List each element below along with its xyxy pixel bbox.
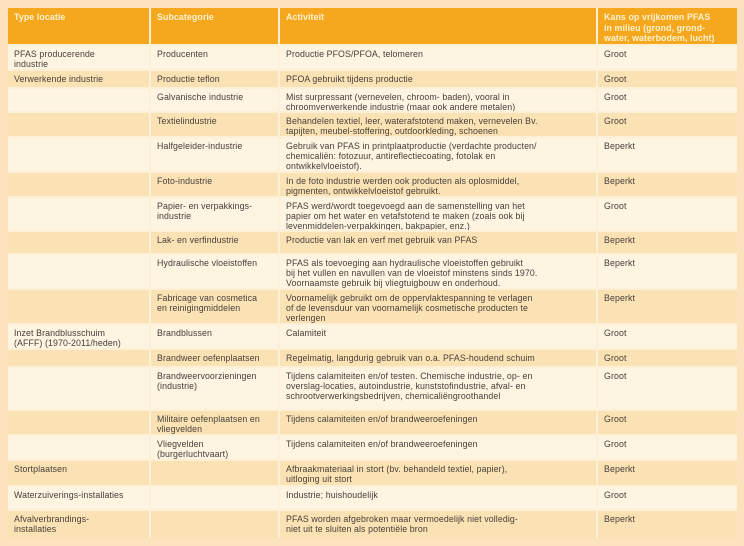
cell-subcategory: Textielindustrie <box>151 113 278 136</box>
cell-subcategory: Fabricage van cosmetica en reinigingmidd… <box>151 290 278 323</box>
cell-type: Afvalverbrandings- installaties <box>8 511 149 538</box>
column-header-subcategorie: Subcategorie <box>151 8 278 44</box>
cell-subcategory <box>151 461 278 485</box>
cell-type: Stortplaatsen <box>8 461 149 485</box>
cell-type: Inzet Brandblusschuim (AFFF) (1970-2011/… <box>8 325 149 348</box>
cell-risk: Beperkt <box>598 232 737 253</box>
cell-risk: Groot <box>598 113 737 136</box>
cell-subcategory: Lak- en verfindustrie <box>151 232 278 253</box>
cell-subcategory: Brandblussen <box>151 325 278 348</box>
cell-type: PFAS producerende industrie <box>8 46 149 69</box>
cell-subcategory: Brandweervoorzieningen (industrie) <box>151 368 278 409</box>
cell-subcategory: Foto-industrie <box>151 173 278 196</box>
cell-type <box>8 198 149 230</box>
cell-type <box>8 138 149 171</box>
cell-subcategory: Productie teflon <box>151 71 278 87</box>
cell-activity: PFAS als toevoeging aan hydraulische vlo… <box>280 255 596 288</box>
cell-subcategory: Militaire oefenplaatsen en vliegvelden <box>151 411 278 434</box>
cell-type <box>8 411 149 434</box>
pfas-source-table: Type locatie Subcategorie Activiteit Kan… <box>8 8 737 538</box>
cell-activity: Tijdens calamiteiten en/of brandweeroefe… <box>280 411 596 434</box>
cell-activity: Regelmatig, langdurig gebruik van o.a. P… <box>280 350 596 366</box>
cell-type <box>8 232 149 253</box>
cell-risk: Beperkt <box>598 138 737 171</box>
cell-type <box>8 368 149 409</box>
cell-activity: Mist surpressant (vernevelen, chroom- ba… <box>280 89 596 111</box>
cell-type <box>8 255 149 288</box>
cell-risk: Groot <box>598 436 737 459</box>
column-header-kans-op-vrijkomen: Kans op vrijkomen PFAS in milieu (grond,… <box>598 8 737 44</box>
cell-subcategory: Papier- en verpakkings- industrie <box>151 198 278 230</box>
cell-activity: Productie PFOS/PFOA, telomeren <box>280 46 596 69</box>
cell-subcategory: Vliegvelden (burgerluchtvaart) <box>151 436 278 459</box>
cell-risk: Groot <box>598 411 737 434</box>
cell-activity: Tijdens calamiteiten en/of brandweeroefe… <box>280 436 596 459</box>
column-header-activiteit: Activiteit <box>280 8 596 44</box>
cell-activity: Behandelen textiel, leer, waterafstotend… <box>280 113 596 136</box>
cell-subcategory: Producenten <box>151 46 278 69</box>
cell-risk: Groot <box>598 46 737 69</box>
cell-subcategory: Hydraulische vloeistoffen <box>151 255 278 288</box>
cell-type: Verwerkende industrie <box>8 71 149 87</box>
cell-risk: Beperkt <box>598 511 737 538</box>
cell-type <box>8 350 149 366</box>
cell-activity: Tijdens calamiteiten en/of testen. Chemi… <box>280 368 596 409</box>
cell-activity: PFOA gebruikt tijdens productie <box>280 71 596 87</box>
cell-risk: Groot <box>598 487 737 509</box>
cell-risk: Groot <box>598 325 737 348</box>
cell-type <box>8 290 149 323</box>
cell-risk: Beperkt <box>598 255 737 288</box>
cell-subcategory: Brandweer oefenplaatsen <box>151 350 278 366</box>
cell-risk: Beperkt <box>598 461 737 485</box>
cell-activity: Industrie; huishoudelijk <box>280 487 596 509</box>
cell-type <box>8 89 149 111</box>
cell-type: Waterzuiverings-installaties <box>8 487 149 509</box>
cell-risk: Beperkt <box>598 290 737 323</box>
cell-activity: Voornamelijk gebruikt om de oppervlaktes… <box>280 290 596 323</box>
cell-activity: PFAS werd/wordt toegevoegd aan de samens… <box>280 198 596 230</box>
cell-activity: Calamiteit <box>280 325 596 348</box>
cell-type <box>8 173 149 196</box>
cell-risk: Groot <box>598 71 737 87</box>
cell-activity: PFAS worden afgebroken maar vermoedelijk… <box>280 511 596 538</box>
cell-risk: Groot <box>598 89 737 111</box>
cell-activity: Afbraakmateriaal in stort (bv. behandeld… <box>280 461 596 485</box>
cell-activity: Gebruik van PFAS in printplaatproductie … <box>280 138 596 171</box>
cell-subcategory <box>151 487 278 509</box>
cell-risk: Groot <box>598 198 737 230</box>
cell-risk: Beperkt <box>598 173 737 196</box>
column-header-type-locatie: Type locatie <box>8 8 149 44</box>
cell-risk: Groot <box>598 350 737 366</box>
cell-subcategory <box>151 511 278 538</box>
cell-activity: In de foto industrie werden ook producte… <box>280 173 596 196</box>
cell-subcategory: Galvanische industrie <box>151 89 278 111</box>
cell-type <box>8 436 149 459</box>
cell-activity: Productie van lak en verf met gebruik va… <box>280 232 596 253</box>
cell-type <box>8 113 149 136</box>
cell-subcategory: Halfgeleider-industrie <box>151 138 278 171</box>
cell-risk: Groot <box>598 368 737 409</box>
